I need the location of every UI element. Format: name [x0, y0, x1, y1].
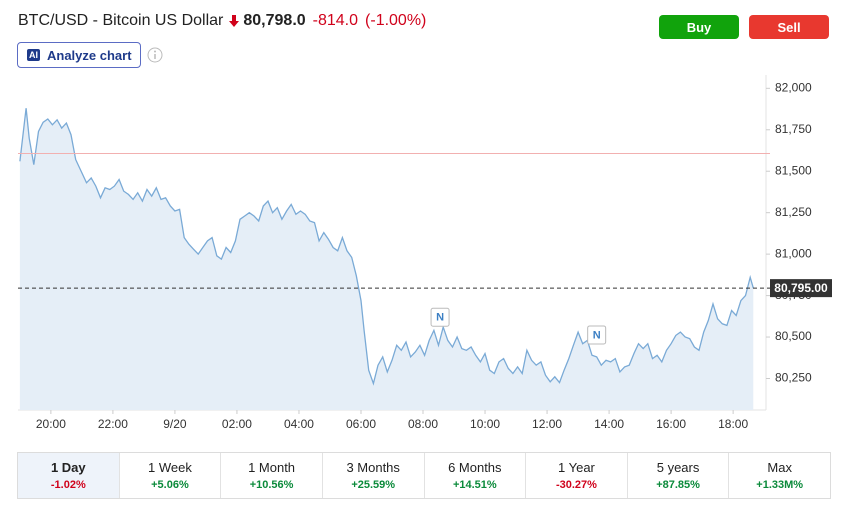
period-change: +10.56% — [249, 479, 294, 491]
down-arrow-icon — [229, 15, 240, 27]
price-line — [19, 108, 754, 386]
x-tick-label: 22:00 — [98, 417, 128, 431]
period-label: 3 Months — [346, 460, 400, 475]
y-tick-label: 81,000 — [775, 246, 812, 260]
x-tick-label: 14:00 — [594, 417, 624, 431]
price-change: -814.0 — [312, 12, 359, 29]
x-tick-label: 16:00 — [656, 417, 686, 431]
period-tab[interactable]: 6 Months +14.51% — [425, 453, 527, 498]
period-tab[interactable]: 1 Month +10.56% — [221, 453, 323, 498]
chart: Investing.com80,25080,50080,75081,00081,… — [18, 75, 832, 431]
period-change: +25.59% — [351, 479, 396, 491]
period-change: +5.06% — [151, 479, 189, 491]
x-tick-label: 20:00 — [36, 417, 66, 431]
period-label: 6 Months — [448, 460, 502, 475]
news-marker — [430, 307, 450, 327]
period-change: +1.33M% — [756, 479, 804, 491]
period-tab[interactable]: 5 years +87.85% — [628, 453, 730, 498]
period-label: 1 Month — [248, 460, 296, 475]
ai-badge: AI — [27, 49, 40, 61]
y-tick-label: 82,000 — [775, 80, 812, 94]
period-label: 1 Year — [558, 460, 595, 475]
area-fill — [19, 108, 754, 410]
x-tick-label: 08:00 — [408, 417, 438, 431]
x-tick-label: 10:00 — [470, 417, 500, 431]
y-tick-label: 80,500 — [775, 329, 812, 343]
period-change: +87.85% — [656, 479, 700, 491]
period-label: Max — [767, 460, 792, 475]
period-tab[interactable]: Max +1.33M% — [729, 453, 830, 498]
period-change: -1.02% — [50, 479, 86, 491]
info-icon[interactable] — [147, 47, 163, 63]
news-marker — [587, 325, 607, 345]
period-label: 5 years — [656, 460, 700, 475]
analyze-chart-button[interactable]: AI Analyze chart — [17, 42, 141, 68]
last-price: 80,798.0 — [243, 12, 306, 29]
analyze-label: Analyze chart — [47, 47, 132, 63]
period-tab[interactable]: 1 Year -30.27% — [526, 453, 628, 498]
x-tick-label: 18:00 — [718, 417, 748, 431]
news-marker-label: N — [593, 329, 601, 341]
x-tick-label: 04:00 — [284, 417, 314, 431]
period-tab[interactable]: 3 Months +25.59% — [323, 453, 425, 498]
period-label: 1 Week — [148, 460, 192, 475]
x-tick-label: 12:00 — [532, 417, 562, 431]
buy-button[interactable]: Buy — [659, 15, 739, 39]
sell-button[interactable]: Sell — [749, 15, 829, 39]
period-label: 1 Day — [50, 460, 86, 475]
period-tabs: 1 Day -1.02% 1 Week +5.06% 1 Month +10.56% 3 M… — [17, 452, 831, 499]
period-tab[interactable]: 1 Week +5.06% — [120, 453, 222, 498]
y-tick-label: 81,750 — [775, 122, 812, 136]
header: BTC/USD - Bitcoin US Dollar 80,798.0 -81… — [18, 12, 426, 30]
period-change: -30.27% — [555, 479, 597, 491]
y-tick-label: 80,250 — [775, 371, 812, 385]
y-tick-label: 81,500 — [775, 163, 812, 177]
price-change-percent: (-1.00%) — [365, 12, 427, 29]
price-label-box — [770, 279, 832, 298]
y-tick-label: 81,250 — [775, 205, 812, 219]
x-tick-label: 9/20 — [163, 417, 187, 431]
instrument-title: BTC/USD - Bitcoin US Dollar — [18, 12, 224, 29]
price-label: 80,795.00 — [774, 281, 828, 295]
x-tick-label: 06:00 — [346, 417, 376, 431]
x-tick-label: 02:00 — [222, 417, 252, 431]
news-marker-label: N — [436, 312, 444, 324]
period-tab[interactable]: 1 Day -1.02% — [18, 453, 120, 498]
period-change: +14.51% — [452, 479, 497, 491]
